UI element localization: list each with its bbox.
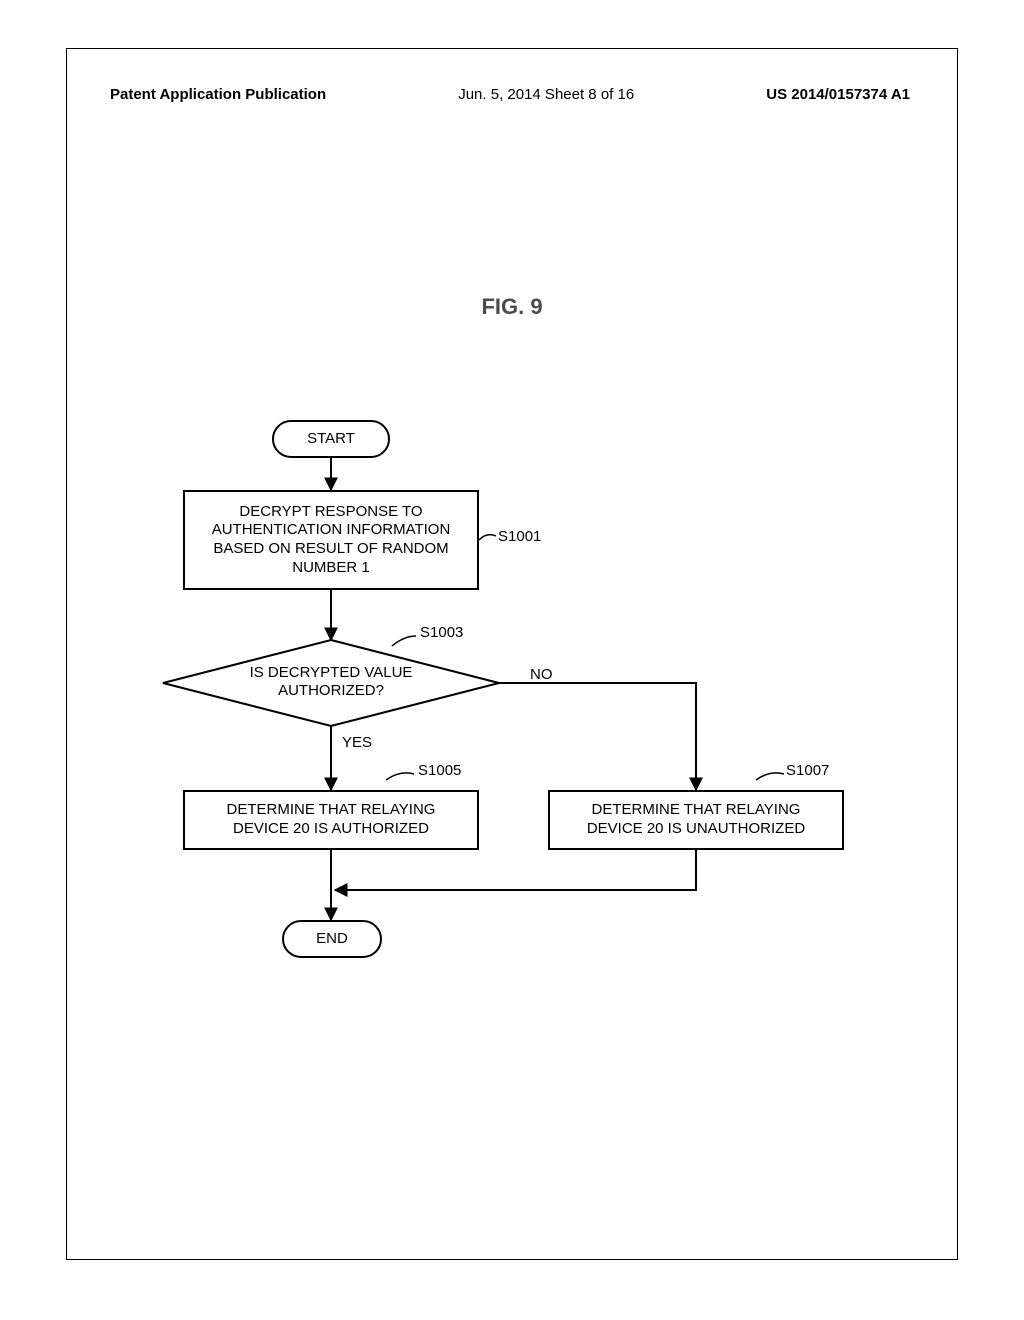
edge-s1003-s1007 xyxy=(499,683,696,790)
edge-s1007-merge xyxy=(335,850,696,890)
leader-s1005 xyxy=(386,773,414,780)
end-label: END xyxy=(316,930,348,949)
process-s1001-text: DECRYPT RESPONSE TO AUTHENTICATION INFOR… xyxy=(212,503,451,578)
process-s1007: DETERMINE THAT RELAYING DEVICE 20 IS UNA… xyxy=(548,790,844,850)
ref-s1005: S1005 xyxy=(418,762,461,779)
start-node: START xyxy=(272,420,390,458)
leader-s1003 xyxy=(392,636,416,646)
ref-s1007: S1007 xyxy=(786,762,829,779)
flow-connectors xyxy=(0,0,1024,1320)
leader-s1001 xyxy=(479,535,496,540)
end-node: END xyxy=(282,920,382,958)
process-s1007-text: DETERMINE THAT RELAYING DEVICE 20 IS UNA… xyxy=(587,801,805,839)
process-s1005-text: DETERMINE THAT RELAYING DEVICE 20 IS AUT… xyxy=(227,801,436,839)
decision-s1003-text: IS DECRYPTED VALUE AUTHORIZED? xyxy=(163,664,499,700)
start-label: START xyxy=(307,430,355,449)
leader-s1007 xyxy=(756,773,784,780)
process-s1001: DECRYPT RESPONSE TO AUTHENTICATION INFOR… xyxy=(183,490,479,590)
decision-no-label: NO xyxy=(530,666,553,683)
ref-s1001: S1001 xyxy=(498,528,541,545)
decision-yes-label: YES xyxy=(342,734,372,751)
process-s1005: DETERMINE THAT RELAYING DEVICE 20 IS AUT… xyxy=(183,790,479,850)
ref-s1003: S1003 xyxy=(420,624,463,641)
